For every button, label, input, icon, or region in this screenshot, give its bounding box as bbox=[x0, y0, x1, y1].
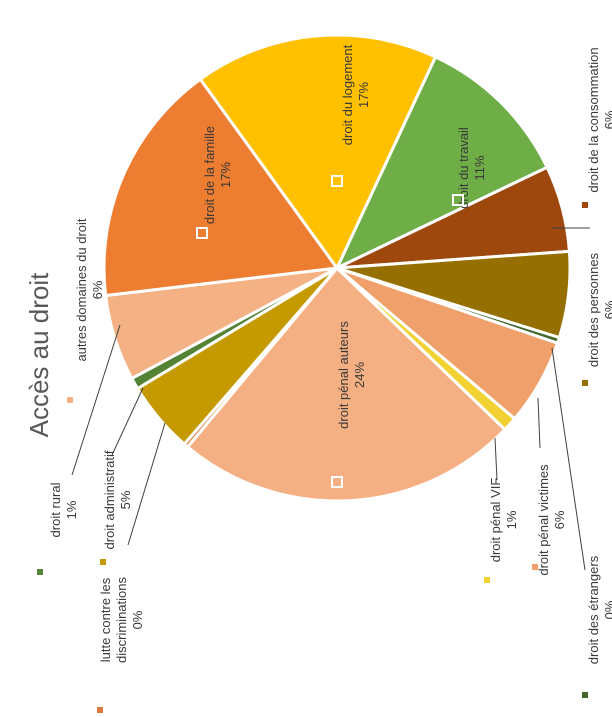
leader-vif bbox=[494, 437, 498, 481]
value-vif: 1% bbox=[504, 510, 519, 529]
label-vif: droit pénal VIF 1% bbox=[488, 478, 519, 563]
marker-auteurs bbox=[331, 476, 343, 488]
value-rural: 1% bbox=[64, 500, 79, 519]
name-auteurs: droit pénal auteurs bbox=[336, 321, 351, 429]
marker-logement bbox=[331, 175, 343, 187]
legend-marker-rural bbox=[37, 569, 43, 575]
name-logement: droit du logement bbox=[340, 44, 355, 145]
slice-labels: droit du travail 11% droit de la consommat… bbox=[37, 44, 612, 713]
label-auteurs: droit pénal auteurs 24% bbox=[336, 321, 367, 429]
leader-etrangers bbox=[551, 347, 586, 571]
label-administratif: droit administratif 5% bbox=[102, 450, 133, 549]
value-discriminations: 0% bbox=[130, 610, 145, 629]
value-personnes: 6% bbox=[602, 300, 612, 319]
label-famille: droit de la famille 17% bbox=[202, 126, 233, 224]
leader-discriminations bbox=[127, 422, 166, 546]
legend-marker-administratif bbox=[100, 559, 106, 565]
slice-auteurs bbox=[185, 265, 508, 503]
label-autres: autres domaines du droit 6% bbox=[74, 218, 105, 361]
value-travail: 11% bbox=[472, 155, 487, 180]
legend-marker-etrangers bbox=[582, 692, 588, 698]
name-consommation: droit de la consommation bbox=[586, 47, 601, 192]
pie-slices bbox=[102, 33, 572, 503]
legend-marker-discriminations bbox=[97, 707, 103, 713]
leader-victimes bbox=[537, 397, 541, 449]
legend-marker-autres bbox=[67, 397, 73, 403]
label-personnes: droit des personnes 6% bbox=[586, 252, 612, 367]
slice-travail bbox=[333, 54, 550, 272]
value-auteurs: 24% bbox=[352, 362, 367, 388]
name-travail: droit du travail bbox=[456, 127, 471, 209]
leader-lines bbox=[71, 227, 590, 571]
name-administratif: droit administratif bbox=[102, 450, 117, 549]
name-rural: droit rural bbox=[48, 482, 63, 537]
name-etrangers: droit des étrangers bbox=[586, 555, 601, 664]
label-logement: droit du logement 17% bbox=[340, 44, 371, 145]
value-victimes: 6% bbox=[552, 510, 567, 529]
leader-administratif bbox=[111, 387, 144, 456]
name-personnes: droit des personnes bbox=[586, 252, 601, 367]
name-discriminations: discriminations bbox=[114, 577, 129, 663]
value-consommation: 6% bbox=[602, 110, 612, 129]
value-logement: 17% bbox=[356, 82, 371, 108]
legend-marker-personnes bbox=[582, 380, 588, 386]
name-autres: autres domaines du droit bbox=[74, 218, 89, 361]
leader-rural bbox=[71, 324, 121, 476]
slice-famille bbox=[102, 77, 340, 298]
value-famille: 17% bbox=[218, 162, 233, 188]
legend-marker-victimes bbox=[532, 564, 538, 570]
name-vif: droit pénal VIF bbox=[488, 478, 503, 563]
label-victimes: droit pénal victimes 6% bbox=[536, 464, 567, 576]
label-discriminations: lutte contre les discriminations 0% bbox=[98, 577, 145, 663]
label-etrangers: droit des étrangers 0% bbox=[586, 555, 612, 664]
name-famille: droit de la famille bbox=[202, 126, 217, 224]
chart-title: Accès au droit bbox=[24, 272, 54, 438]
value-etrangers: 0% bbox=[602, 600, 612, 619]
value-autres: 6% bbox=[90, 280, 105, 299]
label-rural: droit rural 1% bbox=[48, 482, 79, 537]
value-administratif: 5% bbox=[118, 490, 133, 509]
label-consommation: droit de la consommation 6% bbox=[586, 47, 612, 192]
name-victimes: droit pénal victimes bbox=[536, 464, 551, 576]
label-travail: droit du travail 11% bbox=[456, 127, 487, 209]
legend-marker-consommation bbox=[582, 202, 588, 208]
legend-marker-vif bbox=[484, 577, 490, 583]
marker-travail bbox=[452, 194, 464, 206]
slice-logement bbox=[198, 33, 438, 271]
name-discriminations: lutte contre les bbox=[98, 577, 113, 662]
marker-famille bbox=[196, 227, 208, 239]
